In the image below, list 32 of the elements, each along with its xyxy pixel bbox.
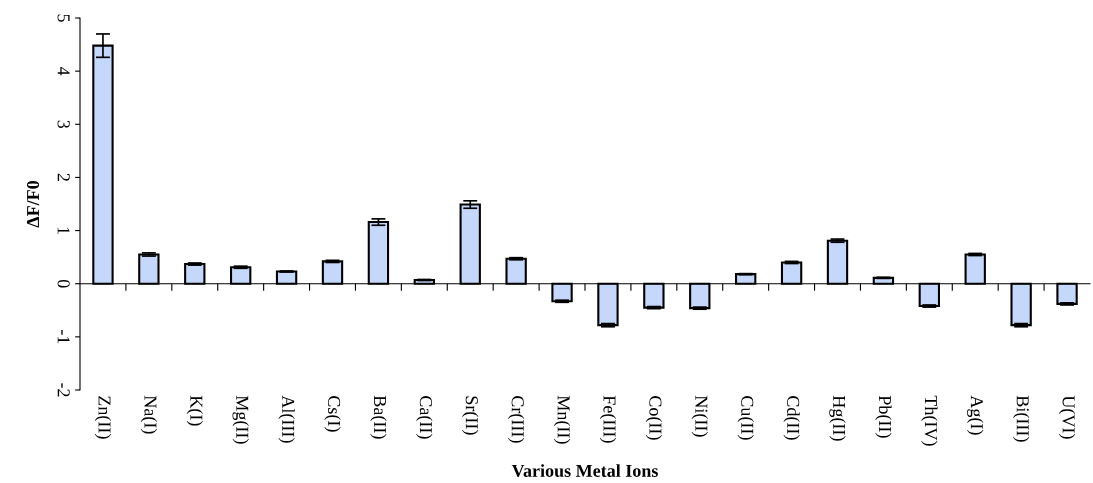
y-tick-label: 5 [57,14,70,22]
x-tick-label: Cr(III) [507,396,525,443]
x-tick-label: Ni(II) [691,395,708,437]
x-tick-label: Mg(II) [232,395,249,444]
x-axis-title: Various Metal Ions [511,464,658,478]
x-tick-label: Hg(II) [829,395,846,441]
y-tick-label: 3 [57,120,70,129]
y-tick-label: 2 [57,173,70,181]
x-tick-label: U(VI) [1058,395,1076,439]
x-tick-label: Ca(II) [416,396,433,439]
x-tick-label: Fe(III) [599,395,617,443]
y-axis-title: ΔF/F0 [26,180,40,228]
x-tick-label: Cs(I) [324,396,341,432]
x-tick-label: Ba(II) [370,395,387,439]
x-tick-label: Al(III) [278,395,295,443]
y-tick-label: 0 [57,279,70,288]
x-tick-label: Ag(I) [967,395,984,435]
x-tick-label: Na(I) [140,395,158,434]
x-tick-label: Zn(II) [94,396,112,439]
x-tick-label: Cu(II) [737,396,754,440]
x-tick-label: Co(II) [645,396,663,440]
x-tick-label: Pb(II) [875,395,892,438]
x-tick-label: Sr(II) [462,396,479,435]
x-tick-label: Bi(III) [1012,395,1030,442]
y-tick-label: -2 [57,383,70,397]
y-tick-label: 1 [57,227,70,234]
x-tick-label: Mn(II) [553,395,571,444]
x-tick-label: K(I) [186,395,203,426]
x-tick-label: Cd(II) [783,396,800,440]
x-tick-label: Th(IV) [921,395,938,446]
y-tick-label: -1 [57,330,70,344]
y-tick-label: 4 [57,66,70,76]
